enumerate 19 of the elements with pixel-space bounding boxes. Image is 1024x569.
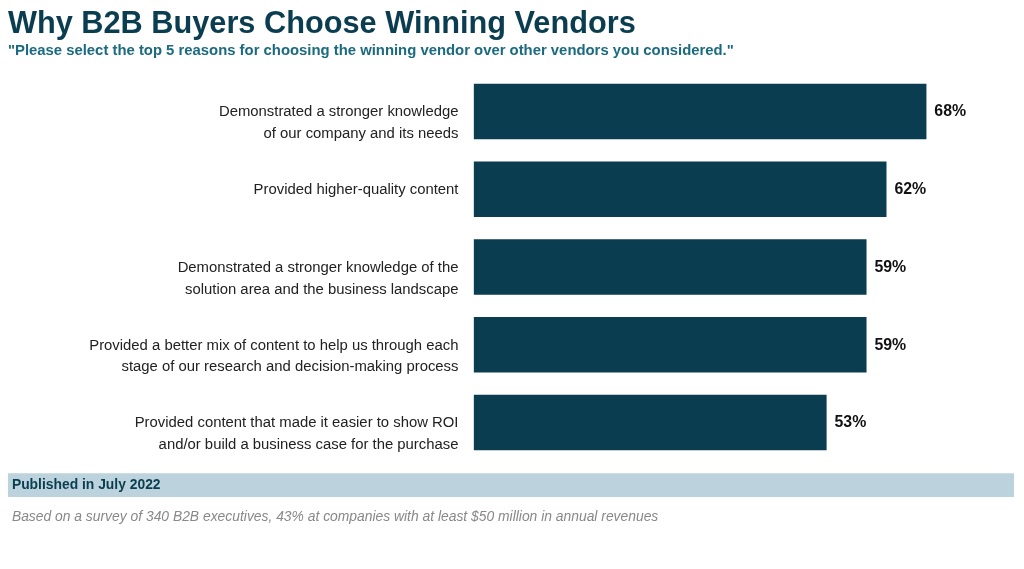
y-tick-label: Demonstrated a stronger knowledge of the solution area and the business landscape (177, 258, 459, 297)
bar (473, 239, 867, 295)
data-label: 53% (834, 413, 867, 431)
data-label: 68% (934, 102, 967, 120)
bar (473, 161, 887, 217)
data-label: 59% (874, 335, 907, 353)
bar (473, 316, 867, 373)
bar (473, 83, 927, 140)
y-tick-label: Provided higher-quality content (253, 181, 460, 198)
chart-subtitle: "Please select the top 5 reasons for choosing the winning vendor over other vendors you considered." (7, 41, 734, 58)
chart-title: Why B2B Buyers Choose Winning Vendors (7, 5, 636, 41)
y-tick-label: Demonstrated a stronger knowledge of our company and its needs (218, 103, 459, 142)
y-tick-label: Provided content that made it easier to show ROI and/or build a business case for the purchase (134, 414, 459, 453)
data-label: 59% (874, 257, 907, 275)
bar (473, 394, 827, 451)
text: Based on a survey of 340 B2B executives, 43% at companies with at least $50 million in annual revenues (11, 507, 659, 524)
text: Published in July 2022 (11, 476, 161, 493)
y-tick-label: Provided a better mix of content to help us through each stage of our research and decision-making process (89, 336, 459, 375)
data-label: 62% (894, 180, 927, 198)
